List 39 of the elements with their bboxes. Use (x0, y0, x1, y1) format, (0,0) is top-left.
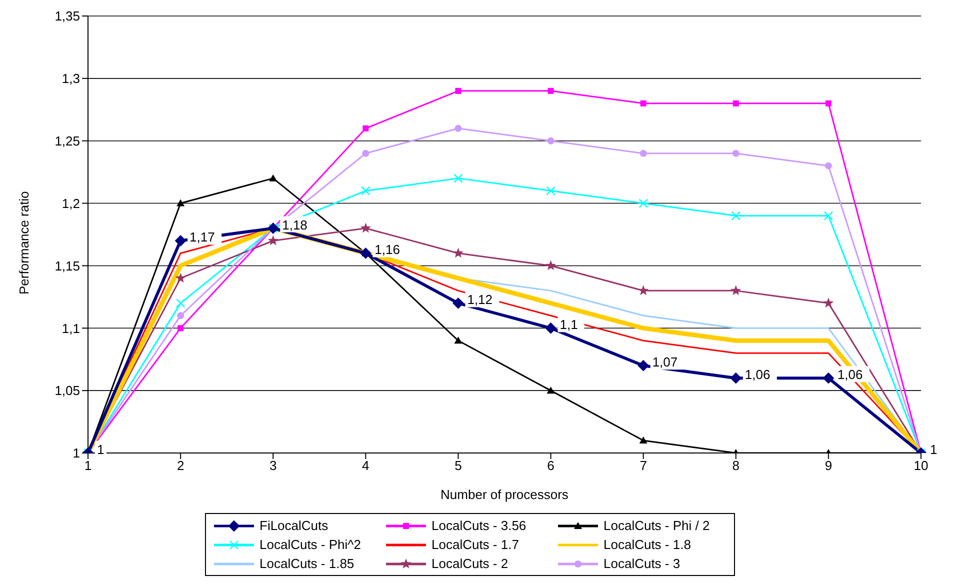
data-label: 1,18 (282, 217, 308, 232)
y-tick-label: 1 (72, 446, 80, 461)
x-tick-label: 2 (176, 458, 184, 474)
y-tick-label: 1,1 (62, 320, 80, 336)
legend-label: LocalCuts - 2 (432, 556, 508, 571)
x-tick-label: 6 (547, 458, 554, 474)
data-label: 1,06 (837, 367, 863, 382)
legend-label: LocalCuts - Phi / 2 (604, 518, 710, 533)
data-label: 1,17 (190, 230, 215, 245)
data-label: 1,16 (374, 242, 400, 258)
x-tick-label: 5 (454, 458, 462, 474)
x-tick-label: 3 (269, 458, 277, 474)
x-axis-title: Number of processors (440, 487, 569, 502)
y-tick-label: 1,35 (54, 8, 80, 24)
data-label: 1,12 (467, 292, 493, 308)
legend-label: FiLocalCuts (260, 518, 328, 533)
y-tick-label: 1,25 (54, 133, 80, 148)
x-tick-label: 8 (732, 458, 740, 474)
y-tick-label: 1,2 (62, 196, 80, 211)
y-tick-label: 1,15 (54, 258, 80, 274)
x-tick-label: 1 (84, 458, 92, 474)
x-tick-label: 7 (640, 458, 647, 474)
legend-label: LocalCuts - 3 (604, 556, 680, 571)
y-axis-title: Performance ratio (16, 191, 32, 294)
legend-label: LocalCuts - 1.8 (604, 537, 691, 552)
y-tick-label: 1,3 (62, 71, 80, 86)
x-tick-label: 10 (914, 458, 928, 474)
data-label: 1 (97, 442, 104, 457)
legend-label: LocalCuts - 1.7 (432, 537, 519, 552)
legend-label: LocalCuts - 3.56 (432, 518, 526, 533)
data-label: 1 (930, 442, 938, 457)
data-label: 1,07 (652, 354, 678, 370)
legend-label: LocalCuts - 1.85 (260, 556, 354, 571)
legend-label: LocalCuts - Phi^2 (260, 537, 361, 552)
data-label: 1,1 (560, 317, 578, 332)
x-tick-label: 4 (362, 458, 370, 474)
y-tick-label: 1,05 (54, 383, 80, 398)
x-tick-label: 9 (824, 458, 832, 474)
data-label: 1,06 (744, 367, 770, 382)
